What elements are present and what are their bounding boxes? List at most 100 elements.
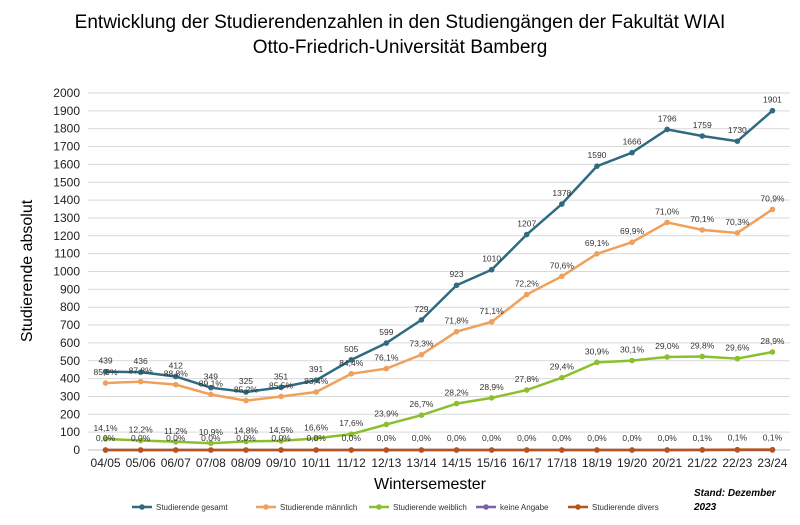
- legend-marker: [376, 504, 382, 510]
- data-point-studierende-maennlich: [769, 206, 776, 213]
- data-point-studierende-gesamt: [594, 163, 600, 169]
- data-point-studierende-divers: [348, 447, 355, 453]
- data-point-studierende-gesamt: [208, 384, 214, 391]
- data-point-studierende-weiblich: [594, 359, 600, 366]
- data-point-studierende-maennlich: [172, 381, 179, 388]
- y-tick-label: 800: [60, 300, 80, 314]
- data-point-studierende-gesamt: [172, 373, 179, 380]
- data-point-studierende-gesamt: [137, 369, 144, 375]
- data-label-studierende-gesamt: 1759: [693, 120, 712, 130]
- data-label-studierende-divers: 0,1%: [763, 433, 783, 443]
- legend-marker: [483, 504, 489, 510]
- data-label-studierende-weiblich: 28,2%: [444, 388, 469, 398]
- legend-marker: [575, 504, 581, 510]
- data-point-studierende-divers: [664, 447, 670, 453]
- data-label-studierende-weiblich: 14,1%: [93, 423, 118, 433]
- data-point-studierende-weiblich: [208, 440, 214, 447]
- legend-entry: keine Angabe: [500, 503, 549, 512]
- data-label-studierende-maennlich: 85,2%: [234, 385, 259, 395]
- data-label-studierende-maennlich: 71,1%: [480, 306, 505, 316]
- data-label-studierende-divers: 0,0%: [306, 433, 326, 443]
- data-label-studierende-weiblich: 17,6%: [339, 418, 364, 428]
- data-label-studierende-gesamt: 325: [239, 376, 253, 386]
- x-tick-label: 23/24: [757, 456, 787, 470]
- y-tick-label: 1200: [53, 229, 80, 243]
- y-tick-label: 200: [60, 407, 80, 421]
- data-point-studierende-maennlich: [348, 370, 355, 377]
- data-point-studierende-divers: [488, 447, 495, 453]
- data-point-studierende-divers: [629, 447, 635, 453]
- data-point-studierende-weiblich: [418, 412, 425, 418]
- data-label-studierende-gesamt: 729: [414, 304, 428, 314]
- data-point-studierende-maennlich: [699, 227, 706, 233]
- gridlines: [88, 92, 790, 451]
- data-point-studierende-weiblich: [313, 435, 319, 442]
- y-tick-label: 1000: [53, 265, 80, 279]
- data-point-studierende-maennlich: [523, 291, 530, 298]
- data-label-studierende-maennlich: 84,4%: [339, 358, 364, 368]
- legend-entry: Studierende gesamt: [156, 503, 228, 512]
- x-tick-label: 15/16: [477, 456, 507, 470]
- data-point-studierende-gesamt: [418, 317, 425, 323]
- x-tick-label: 06/07: [161, 456, 191, 470]
- data-label-studierende-maennlich: 76,1%: [374, 353, 399, 363]
- data-label-studierende-weiblich: 23,9%: [374, 408, 399, 418]
- data-point-studierende-divers: [769, 446, 776, 453]
- data-label-studierende-divers: 0,0%: [271, 433, 291, 443]
- y-tick-label: 1500: [53, 175, 80, 189]
- y-tick-label: 700: [60, 318, 80, 332]
- chart-subtitle: Otto-Friedrich-Universität Bamberg: [253, 37, 548, 58]
- x-tick-label: 22/23: [722, 456, 752, 470]
- data-point-studierende-divers: [102, 447, 109, 453]
- data-label-studierende-maennlich: 70,9%: [760, 193, 785, 203]
- legend-entry: Studierende männlich: [280, 503, 357, 512]
- data-label-studierende-weiblich: 14,8%: [234, 425, 259, 435]
- y-tick-label: 1600: [53, 157, 80, 171]
- series-lines: [102, 107, 776, 453]
- data-point-studierende-maennlich: [102, 380, 109, 386]
- data-point-studierende-divers: [523, 447, 530, 453]
- data-point-studierende-divers: [208, 447, 214, 453]
- data-label-studierende-maennlich: 72,2%: [515, 279, 540, 289]
- data-label-studierende-divers: 0,0%: [166, 433, 186, 443]
- data-label-studierende-weiblich: 28,9%: [760, 336, 785, 346]
- data-point-studierende-maennlich: [559, 273, 565, 280]
- data-point-studierende-maennlich: [137, 378, 144, 385]
- data-label-studierende-divers: 0,0%: [131, 433, 151, 443]
- data-label-studierende-gesamt: 1666: [623, 137, 642, 147]
- y-tick-label: 1100: [54, 247, 80, 261]
- x-tick-label: 14/15: [442, 456, 472, 470]
- data-point-studierende-divers: [453, 447, 460, 453]
- x-tick-label: 17/18: [547, 456, 577, 470]
- data-point-studierende-gesamt: [699, 133, 706, 139]
- x-tick-label: 08/09: [231, 456, 261, 470]
- y-axis-title: Studierende absolut: [19, 199, 36, 342]
- data-labels: 439 436 412 349 325 351 391 505 599 729 923 1010 120…: [93, 95, 784, 443]
- data-label-studierende-divers: 0,1%: [693, 433, 713, 443]
- y-axis-ticks: 0 100 200 300 400 500 600 700 800 900 1000 1100 1200…: [53, 86, 80, 457]
- y-tick-label: 1400: [53, 193, 80, 207]
- x-tick-label: 07/08: [196, 456, 226, 470]
- series-line-studierende-maennlich: [105, 208, 774, 402]
- data-point-studierende-divers: [172, 447, 179, 453]
- data-label-studierende-divers: 0,0%: [447, 433, 467, 443]
- x-tick-label: 21/22: [687, 456, 717, 470]
- data-label-studierende-divers: 0,0%: [622, 433, 642, 443]
- data-point-studierende-weiblich: [383, 421, 390, 428]
- data-label-studierende-weiblich: 30,9%: [585, 346, 610, 356]
- data-point-studierende-weiblich: [664, 354, 670, 360]
- data-label-studierende-gesamt: 349: [204, 372, 218, 382]
- data-point-studierende-maennlich: [734, 230, 741, 236]
- data-point-studierende-maennlich: [383, 365, 390, 372]
- y-tick-label: 1900: [53, 104, 80, 118]
- data-point-studierende-maennlich: [243, 397, 249, 404]
- data-point-studierende-weiblich: [172, 438, 179, 445]
- x-tick-label: 11/12: [337, 456, 366, 470]
- data-point-studierende-maennlich: [488, 319, 495, 325]
- data-label-studierende-gesamt: 436: [134, 356, 148, 366]
- data-label-studierende-gesamt: 1207: [517, 219, 536, 229]
- data-point-studierende-gesamt: [453, 282, 460, 289]
- data-point-studierende-divers: [313, 447, 319, 453]
- data-label-studierende-maennlich: 88,8%: [164, 369, 189, 379]
